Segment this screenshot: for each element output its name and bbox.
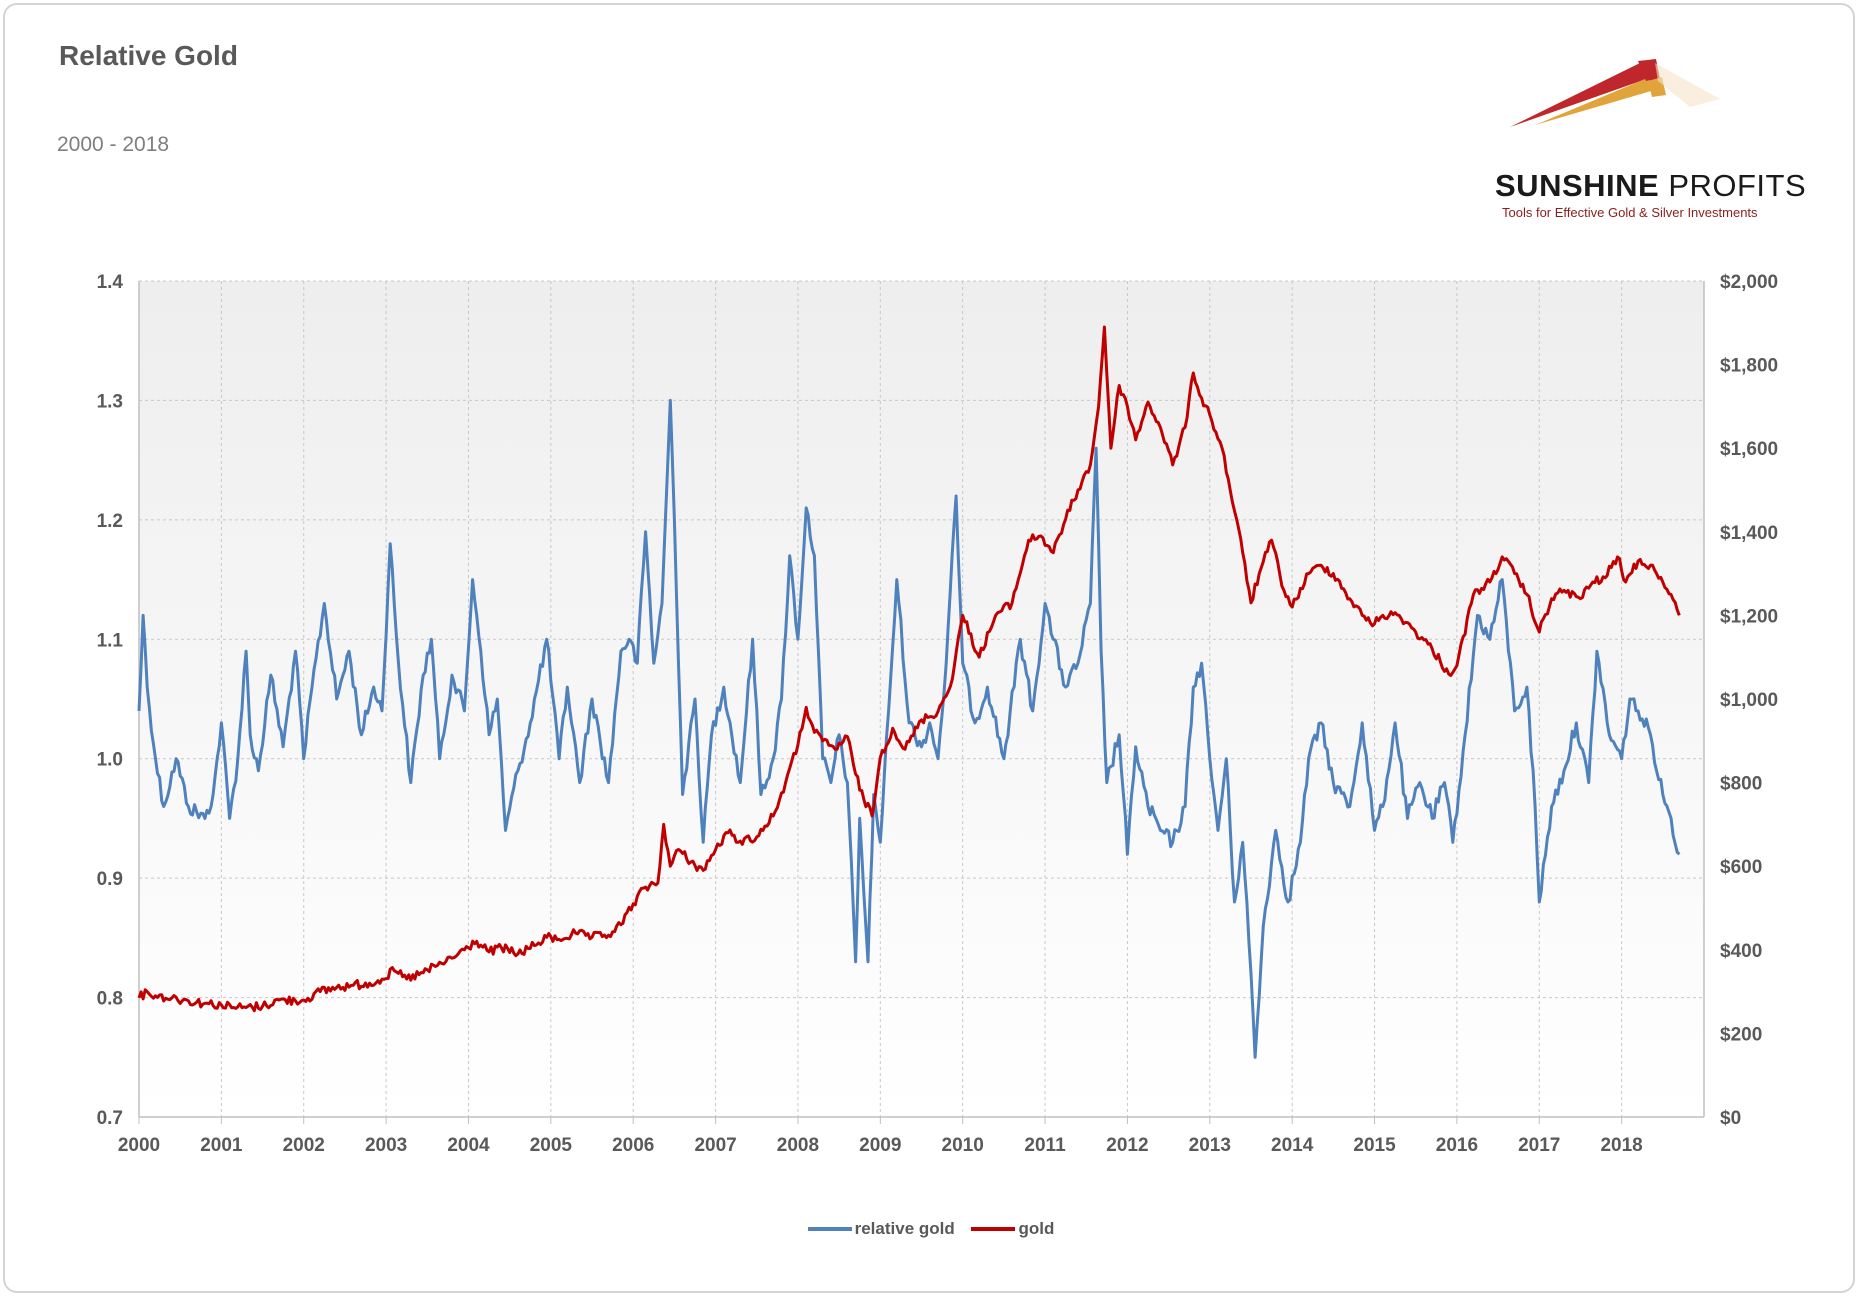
x-tick-label: 2012 xyxy=(1106,1135,1148,1156)
y-right-tick-label: $0 xyxy=(1720,1108,1741,1129)
sunshine-profits-logo xyxy=(1510,59,1720,127)
y-right-tick-label: $1,400 xyxy=(1720,523,1778,544)
legend-swatch-relative-gold xyxy=(807,1227,852,1231)
legend-label-relative-gold: relative gold xyxy=(854,1219,955,1238)
y-right-tick-label: $1,000 xyxy=(1720,690,1778,711)
legend-swatch-gold xyxy=(971,1227,1016,1231)
relative-gold-line xyxy=(137,398,1681,1059)
plot-area xyxy=(139,281,1704,1117)
x-tick-label: 2006 xyxy=(612,1135,654,1156)
logo-name: SUNSHINE PROFITS xyxy=(1495,168,1807,203)
y-right-tick-label: $1,200 xyxy=(1720,606,1778,627)
x-tick-label: 2009 xyxy=(859,1135,901,1156)
x-tick-label: 2016 xyxy=(1436,1135,1478,1156)
x-tick-label: 2015 xyxy=(1353,1135,1396,1156)
y-right-tick-label: $200 xyxy=(1720,1024,1762,1045)
y-left-tick-label: 1.1 xyxy=(97,630,124,651)
y-right-tick-label: $600 xyxy=(1720,857,1762,878)
legend: relative gold gold xyxy=(0,1216,1862,1239)
y-left-tick-label: 1.3 xyxy=(97,391,123,412)
logo-swoosh-icon xyxy=(1510,59,1720,127)
x-tick-label: 2010 xyxy=(942,1135,984,1156)
y-right-tick-label: $400 xyxy=(1720,941,1762,962)
x-tick-label: 2017 xyxy=(1518,1135,1560,1156)
y-right-tick-label: $1,800 xyxy=(1720,356,1778,377)
y-left-tick-label: 0.7 xyxy=(97,1108,123,1129)
y-right-tick-label: $1,600 xyxy=(1720,439,1778,460)
x-tick-label: 2002 xyxy=(283,1135,325,1156)
y-left-tick-label: 0.8 xyxy=(97,989,123,1010)
x-tick-label: 2001 xyxy=(200,1135,243,1156)
logo-tagline: Tools for Effective Gold & Silver Invest… xyxy=(1502,205,1758,220)
x-tick-label: 2004 xyxy=(447,1135,490,1156)
x-tick-label: 2008 xyxy=(777,1135,819,1156)
legend-item-relative-gold: relative gold xyxy=(807,1219,955,1239)
chart-title: Relative Gold xyxy=(59,40,238,71)
y-left-tick-label: 1.0 xyxy=(97,750,123,771)
y-left-tick-label: 0.9 xyxy=(97,869,123,890)
x-tick-label: 2007 xyxy=(694,1135,736,1156)
y-right-tick-label: $2,000 xyxy=(1720,272,1778,293)
legend-label-gold: gold xyxy=(1018,1219,1055,1238)
x-tick-label: 2013 xyxy=(1189,1135,1231,1156)
x-tick-label: 2018 xyxy=(1600,1135,1642,1156)
y-left-tick-label: 1.2 xyxy=(97,511,123,532)
series-lines xyxy=(137,325,1681,1059)
legend-item-gold: gold xyxy=(971,1219,1054,1239)
x-tick-label: 2011 xyxy=(1024,1135,1066,1156)
tick-labels: 0.7 0.8 0.9 1.0 1.1 1.2 1.3 1.4 $0 $200 $400 $600 $8… xyxy=(97,272,1779,1156)
chart-subtitle: 2000 - 2018 xyxy=(57,133,170,156)
x-tick-label: 2014 xyxy=(1271,1135,1314,1156)
y-right-tick-label: $800 xyxy=(1720,774,1762,795)
gold-line xyxy=(137,325,1681,1013)
x-tick-label: 2003 xyxy=(365,1135,407,1156)
x-tick-label: 2005 xyxy=(530,1135,573,1156)
x-tick-label: 2000 xyxy=(118,1135,160,1156)
y-left-tick-label: 1.4 xyxy=(97,272,124,293)
